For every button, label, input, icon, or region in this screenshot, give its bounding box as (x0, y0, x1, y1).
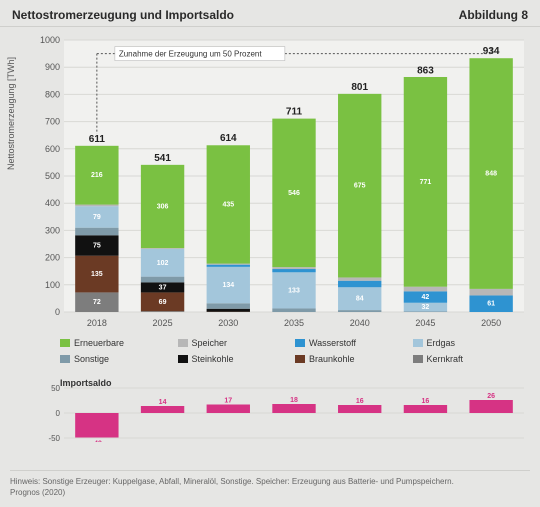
svg-text:848: 848 (485, 171, 497, 178)
svg-text:-50: -50 (48, 434, 60, 442)
legend-swatch (295, 339, 305, 347)
svg-text:801: 801 (351, 82, 368, 93)
legend-item-sonstige: Sonstige (60, 354, 178, 364)
svg-text:133: 133 (288, 287, 300, 294)
svg-text:17: 17 (224, 398, 232, 405)
svg-text:700: 700 (45, 117, 60, 127)
legend-item-steinkohle: Steinkohle (178, 354, 296, 364)
legend-swatch (178, 339, 188, 347)
svg-text:2025: 2025 (153, 318, 173, 328)
legend-item-kernkraft: Kernkraft (413, 354, 531, 364)
svg-text:611: 611 (89, 134, 106, 145)
svg-text:79: 79 (93, 214, 101, 221)
footnote-source: Prognos (2020) (10, 488, 530, 499)
svg-text:61: 61 (487, 301, 495, 308)
legend-swatch (413, 355, 423, 363)
svg-text:26: 26 (487, 393, 495, 400)
svg-text:614: 614 (220, 133, 237, 144)
legend-swatch (295, 355, 305, 363)
svg-text:102: 102 (157, 260, 169, 267)
svg-text:0: 0 (56, 409, 61, 418)
svg-text:Zunahme der Erzeugung um 50 Pr: Zunahme der Erzeugung um 50 Prozent (119, 50, 263, 59)
svg-text:306: 306 (157, 203, 169, 210)
legend-item-speicher: Speicher (178, 338, 296, 348)
chart-title: Nettostromerzeugung und Importsaldo (12, 8, 234, 22)
svg-text:863: 863 (417, 65, 434, 76)
svg-text:216: 216 (91, 172, 103, 179)
svg-text:200: 200 (45, 253, 60, 263)
svg-text:2035: 2035 (284, 318, 304, 328)
svg-text:2030: 2030 (218, 318, 238, 328)
legend-label: Steinkohle (192, 354, 234, 364)
svg-text:300: 300 (45, 225, 60, 235)
svg-text:134: 134 (222, 282, 234, 289)
legend-label: Erneuerbare (74, 338, 124, 348)
svg-text:435: 435 (222, 201, 234, 208)
legend-label: Sonstige (74, 354, 109, 364)
svg-text:546: 546 (288, 190, 300, 197)
svg-text:16: 16 (422, 398, 430, 405)
svg-text:2018: 2018 (87, 318, 107, 328)
y-axis-label: Nettostromerzeugung [TWh] (6, 57, 16, 170)
legend-item-erneuerbare: Erneuerbare (60, 338, 178, 348)
svg-text:711: 711 (286, 107, 303, 118)
legend-item-braunkohle: Braunkohle (295, 354, 413, 364)
svg-text:84: 84 (356, 296, 364, 303)
svg-text:69: 69 (159, 299, 167, 306)
svg-text:0: 0 (55, 307, 60, 317)
svg-text:32: 32 (422, 304, 430, 311)
legend-swatch (413, 339, 423, 347)
svg-text:-49: -49 (92, 441, 102, 443)
svg-text:75: 75 (93, 242, 101, 249)
svg-text:675: 675 (354, 183, 366, 190)
svg-text:400: 400 (45, 198, 60, 208)
legend-label: Kernkraft (427, 354, 464, 364)
svg-text:500: 500 (45, 171, 60, 181)
svg-text:2045: 2045 (415, 318, 435, 328)
svg-text:771: 771 (420, 179, 432, 186)
legend-swatch (60, 355, 70, 363)
svg-text:14: 14 (159, 399, 167, 406)
legend-label: Speicher (192, 338, 228, 348)
svg-text:42: 42 (422, 294, 430, 301)
svg-text:18: 18 (290, 397, 298, 404)
footnote: Hinweis: Sonstige Erzeuger: Kuppelgase, … (10, 470, 530, 499)
svg-text:16: 16 (356, 398, 364, 405)
main-chart: 0 100 200 300 400 500 600 700 800 900 1000 72 135 75 7… (36, 34, 530, 330)
legend-label: Erdgas (427, 338, 456, 348)
figure-number: Abbildung 8 (459, 8, 528, 22)
svg-text:135: 135 (91, 271, 103, 278)
svg-text:900: 900 (45, 62, 60, 72)
legend-item-wasserstoff: Wasserstoff (295, 338, 413, 348)
svg-text:800: 800 (45, 89, 60, 99)
svg-text:50: 50 (51, 384, 60, 393)
import-chart: -50 0 50 -49 14 17 18 16 16 26 (36, 378, 530, 442)
svg-text:2040: 2040 (350, 318, 370, 328)
svg-text:1000: 1000 (40, 35, 60, 45)
chart-figure: { "header": { "title": "Nettostromerzeug… (0, 0, 540, 507)
svg-text:2050: 2050 (481, 318, 501, 328)
legend-swatch (178, 355, 188, 363)
svg-text:541: 541 (154, 153, 171, 164)
legend-swatch (60, 339, 70, 347)
svg-text:600: 600 (45, 144, 60, 154)
legend: Erneuerbare Speicher Wasserstoff Erdgas Sons… (60, 338, 530, 364)
header-rule (0, 26, 540, 27)
footnote-note: Hinweis: Sonstige Erzeuger: Kuppelgase, … (10, 477, 530, 488)
legend-label: Braunkohle (309, 354, 355, 364)
svg-text:37: 37 (159, 284, 167, 291)
svg-text:72: 72 (93, 299, 101, 306)
legend-item-erdgas: Erdgas (413, 338, 531, 348)
legend-label: Wasserstoff (309, 338, 356, 348)
svg-text:100: 100 (45, 280, 60, 290)
